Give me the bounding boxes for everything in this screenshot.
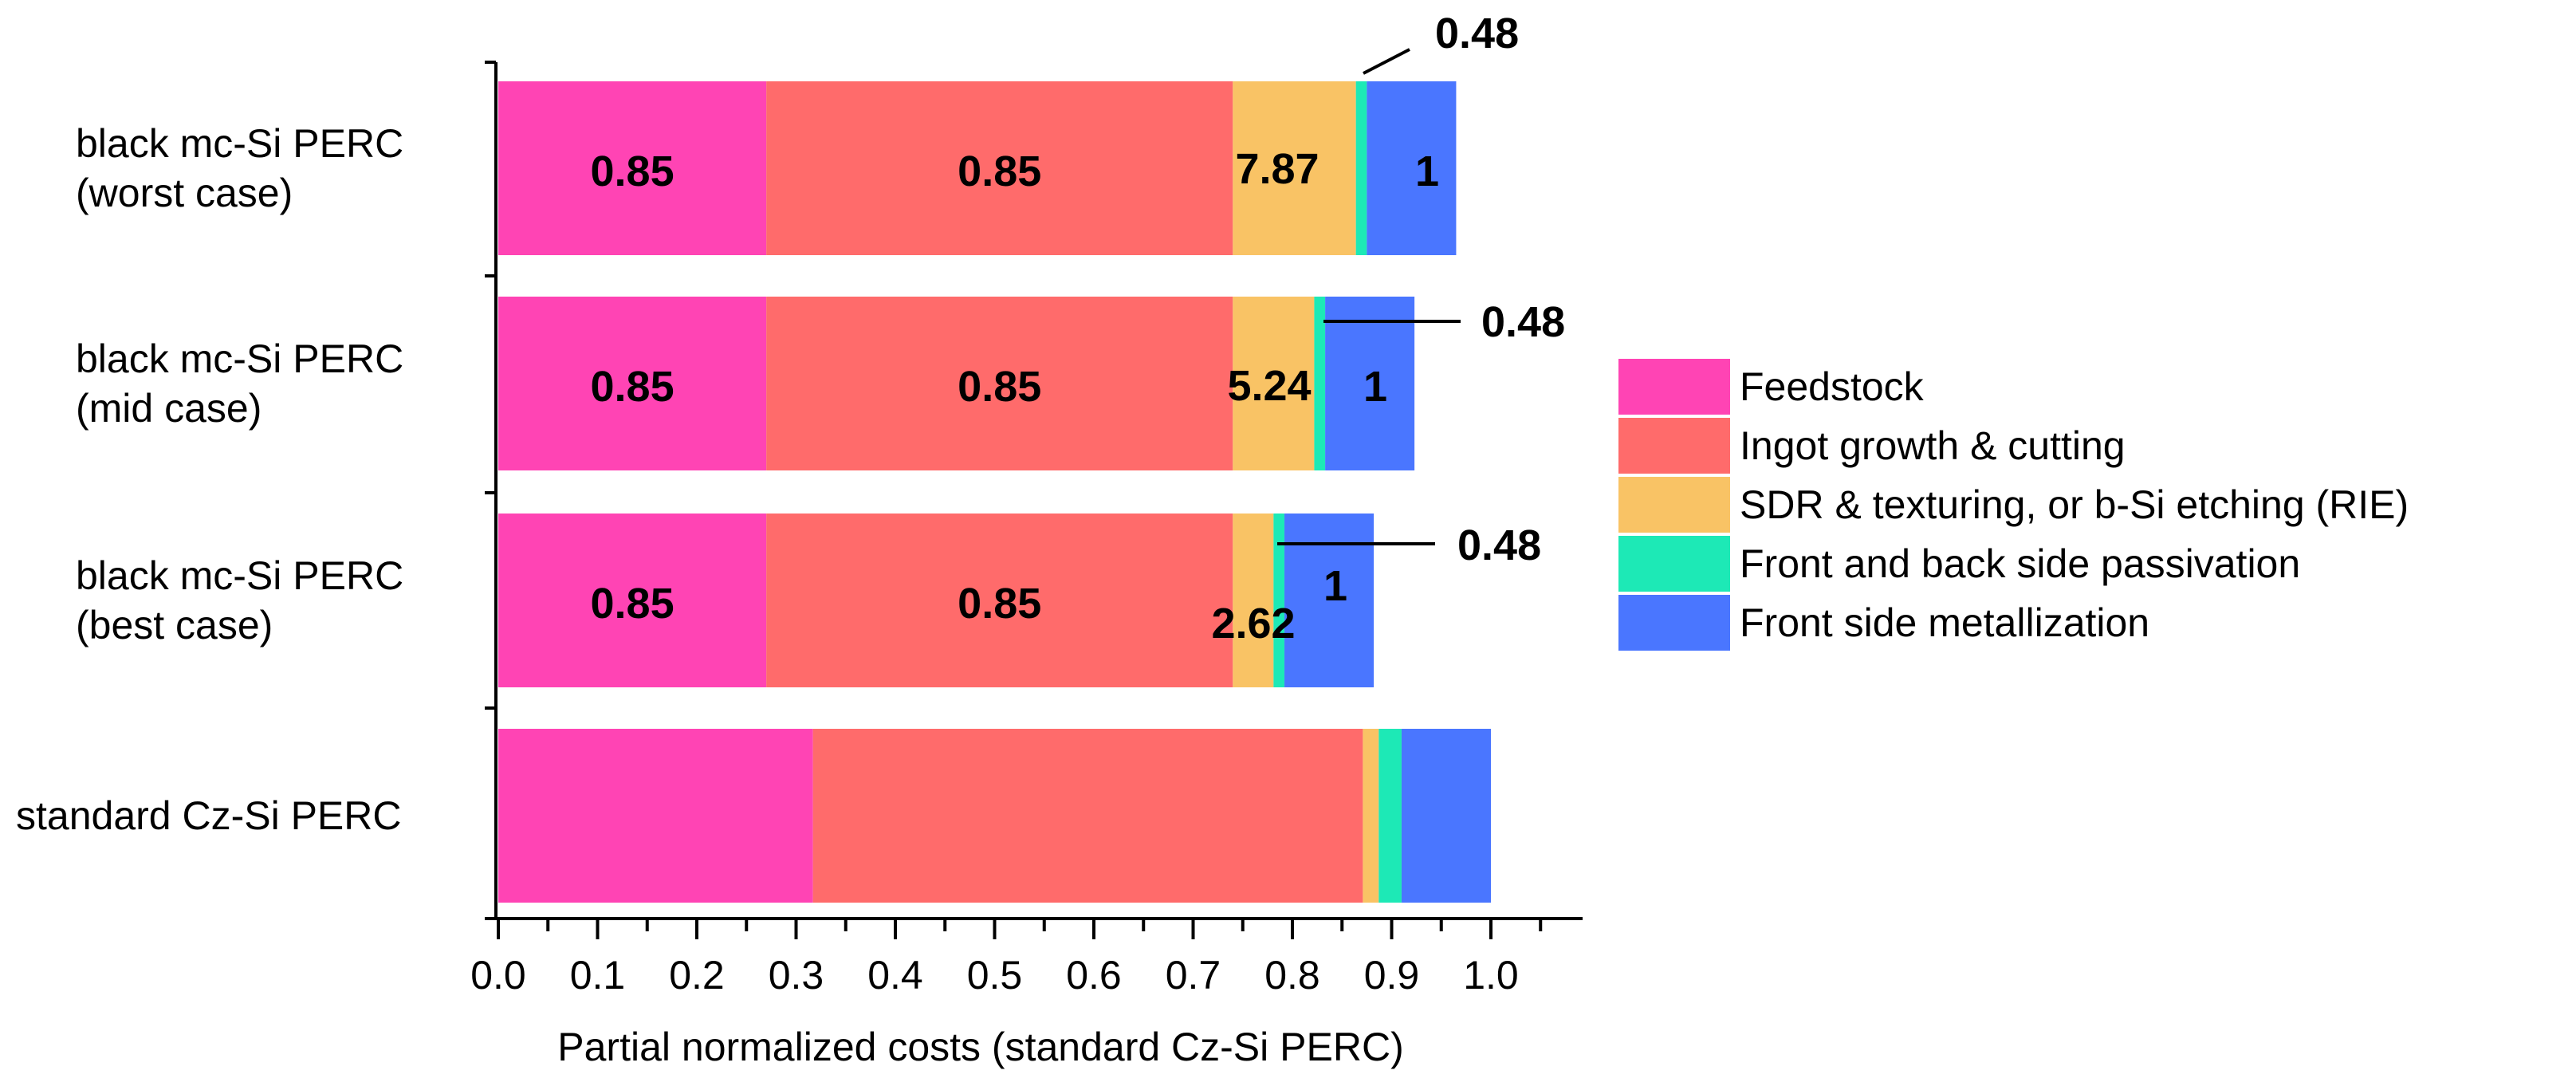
legend-swatch [1618,477,1730,533]
data-label: 1 [1415,148,1439,195]
data-labels-layer: 0.85 0.85 7.87 0.48 1 0.85 0.85 5.24 0.48 1 0.85 0.… [591,10,1566,647]
bar-segment-sdr-texturing-or-b-si-etching-rie-row-3 [1233,514,1274,687]
bar-segment-feedstock-row-3 [498,514,767,687]
bar-segment-sdr-texturing-or-b-si-etching-rie-row-1 [1233,81,1356,255]
bar-segment-ingot-growth-cutting-row-3 [766,514,1233,687]
x-tick-label: 0.8 [1264,953,1320,998]
data-label: 0.85 [958,363,1041,411]
bar-segment-ingot-growth-cutting-row-4 [812,729,1363,903]
category-label: (worst case) [76,171,293,215]
x-axis-title: Partial normalized costs (standard Cz-Si… [557,1025,1403,1069]
legend-swatch [1618,359,1730,415]
category-label: (mid case) [76,386,262,431]
data-label: 0.48 [1457,521,1541,569]
bar-segment-front-side-metallization-row-2 [1325,297,1415,470]
legend-swatch [1618,418,1730,474]
axes: black mc-Si PERC (worst case) black mc-Si … [16,61,1583,1069]
bar-segment-ingot-growth-cutting-row-2 [766,297,1233,470]
x-tick-label: 0.3 [769,953,824,998]
bar-segment-sdr-texturing-or-b-si-etching-rie-row-2 [1233,297,1315,470]
legend-swatch [1618,595,1730,651]
bar-segment-sdr-texturing-or-b-si-etching-rie-row-4 [1363,729,1379,903]
category-label: standard Cz-Si PERC [16,793,402,838]
legend-label: Ingot growth & cutting [1740,423,2126,468]
bar-segment-front-side-metallization-row-4 [1401,729,1491,903]
data-label: 1 [1323,562,1347,610]
x-tick-label: 0.6 [1066,953,1122,998]
category-label: black mc-Si PERC [76,553,403,598]
data-label: 7.87 [1235,145,1319,193]
x-tick-label: 0.4 [867,953,923,998]
bar-segment-front-side-metallization-row-1 [1367,81,1457,255]
bar-segment-front-and-back-side-passivation-row-4 [1378,729,1402,903]
data-label: 0.85 [958,580,1041,628]
bar-segment-feedstock-row-2 [498,297,767,470]
data-label: 0.85 [591,580,674,628]
legend-swatch [1618,536,1730,592]
data-label: 1 [1363,363,1387,411]
data-label-leader-line [1363,48,1410,75]
bar-segment-front-and-back-side-passivation-row-1 [1355,81,1367,255]
legend-label: SDR & texturing, or b-Si etching (RIE) [1740,482,2409,527]
category-label: black mc-Si PERC [76,336,403,381]
category-label: (best case) [76,603,273,647]
data-label: 2.62 [1211,600,1295,647]
data-label: 0.85 [958,148,1041,195]
x-tick-label: 0.9 [1364,953,1420,998]
x-tick-label: 0.2 [669,953,725,998]
data-label: 0.48 [1481,298,1565,346]
x-tick-label: 0.0 [470,953,526,998]
x-tick-label: 0.7 [1166,953,1221,998]
data-label: 0.85 [591,363,674,411]
legend-label: Front side metallization [1740,600,2149,645]
x-tick-label: 1.0 [1463,953,1519,998]
legend-label: Front and back side passivation [1740,541,2300,586]
legend: Feedstock Ingot growth & cutting SDR & tex… [1618,359,2409,651]
bar-segment-feedstock-row-4 [498,729,813,903]
x-tick-label: 0.5 [967,953,1023,998]
data-label: 0.48 [1435,10,1519,57]
x-tick-label: 0.1 [570,953,626,998]
data-label: 0.85 [591,148,674,195]
bar-segment-feedstock-row-1 [498,81,767,255]
legend-label: Feedstock [1740,364,1925,409]
bar-segment-front-and-back-side-passivation-row-3 [1273,514,1285,687]
bar-segment-front-and-back-side-passivation-row-2 [1314,297,1326,470]
bar-segment-ingot-growth-cutting-row-1 [766,81,1233,255]
bars-layer [498,81,1491,903]
data-label: 5.24 [1227,362,1311,410]
category-label: black mc-Si PERC [76,121,403,166]
